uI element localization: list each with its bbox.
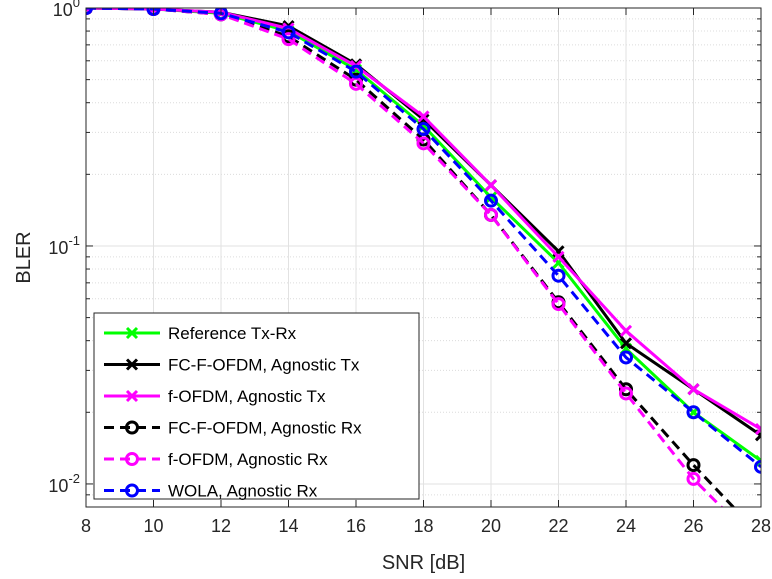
legend-label: FC-F-OFDM, Agnostic Rx <box>168 419 362 438</box>
data-point <box>754 459 761 474</box>
data-point <box>619 350 633 365</box>
legend-marker <box>125 358 139 371</box>
x-tick-label: 24 <box>616 516 636 536</box>
y-tick-label: 100 <box>53 0 80 20</box>
legend-marker <box>125 483 139 498</box>
data-point <box>416 122 431 137</box>
legend-label: f-OFDM, Agnostic Tx <box>168 387 326 406</box>
data-point <box>687 383 700 396</box>
data-point <box>552 250 565 263</box>
data-point <box>551 268 566 283</box>
x-tick-label: 22 <box>548 516 568 536</box>
y-tick-base: 10 <box>48 238 68 258</box>
data-point <box>484 191 498 204</box>
data-point <box>484 207 498 222</box>
x-tick-label: 26 <box>683 516 703 536</box>
data-point <box>416 136 431 151</box>
data-point <box>417 110 430 123</box>
y-axis-title: BLER <box>13 231 35 283</box>
series-layer <box>86 8 761 507</box>
data-point <box>754 433 761 442</box>
data-point <box>686 471 701 486</box>
legend-label: WOLA, Agnostic Rx <box>168 482 318 501</box>
y-tick-base: 10 <box>48 476 68 496</box>
data-point <box>349 64 363 79</box>
y-tick-label: 10-2 <box>48 471 80 496</box>
x-tick-labels: 8 10 12 14 16 18 20 22 24 26 28 <box>81 516 771 536</box>
data-point <box>619 386 633 401</box>
data-point <box>686 405 701 420</box>
legend-label: FC-F-OFDM, Agnostic Tx <box>168 356 360 375</box>
x-tick-label: 14 <box>278 516 298 536</box>
data-point <box>754 454 761 463</box>
legend-marker <box>125 389 139 403</box>
x-tick-label: 12 <box>211 516 231 536</box>
data-point <box>754 426 761 436</box>
y-tick-label: 10-1 <box>48 233 80 258</box>
y-tick-exponent: 0 <box>73 0 80 10</box>
y-tick-base: 10 <box>53 0 73 20</box>
legend: Reference Tx-Rx FC-F-OFDM, Agnostic Tx f-O… <box>93 312 420 501</box>
x-tick-label: 8 <box>81 516 91 536</box>
x-tick-label: 18 <box>413 516 433 536</box>
legend-marker <box>125 420 139 435</box>
legend-marker <box>125 452 139 466</box>
data-point <box>281 32 296 47</box>
x-tick-label: 20 <box>481 516 501 536</box>
series-line <box>86 8 761 468</box>
x-axis-title: SNR [dB] <box>382 552 465 574</box>
data-point <box>686 458 701 473</box>
data-point <box>619 324 633 337</box>
legend-label: Reference Tx-Rx <box>168 324 297 343</box>
data-point <box>484 179 498 192</box>
data-point <box>281 25 296 40</box>
y-tick-exponent: -2 <box>68 471 80 486</box>
data-point <box>484 193 498 208</box>
x-tick-label: 16 <box>346 516 366 536</box>
data-point <box>214 8 228 21</box>
legend-box <box>93 312 420 500</box>
x-tick-label: 28 <box>751 516 771 536</box>
ticks-layer <box>85 7 762 508</box>
data-point <box>754 423 761 432</box>
y-tick-exponent: -1 <box>68 233 80 248</box>
data-point <box>619 337 633 350</box>
data-point <box>551 297 566 312</box>
legend-marker <box>125 326 139 340</box>
legend-label: f-OFDM, Agnostic Rx <box>168 450 328 469</box>
data-point <box>417 113 430 126</box>
x-tick-label: 10 <box>143 516 163 536</box>
